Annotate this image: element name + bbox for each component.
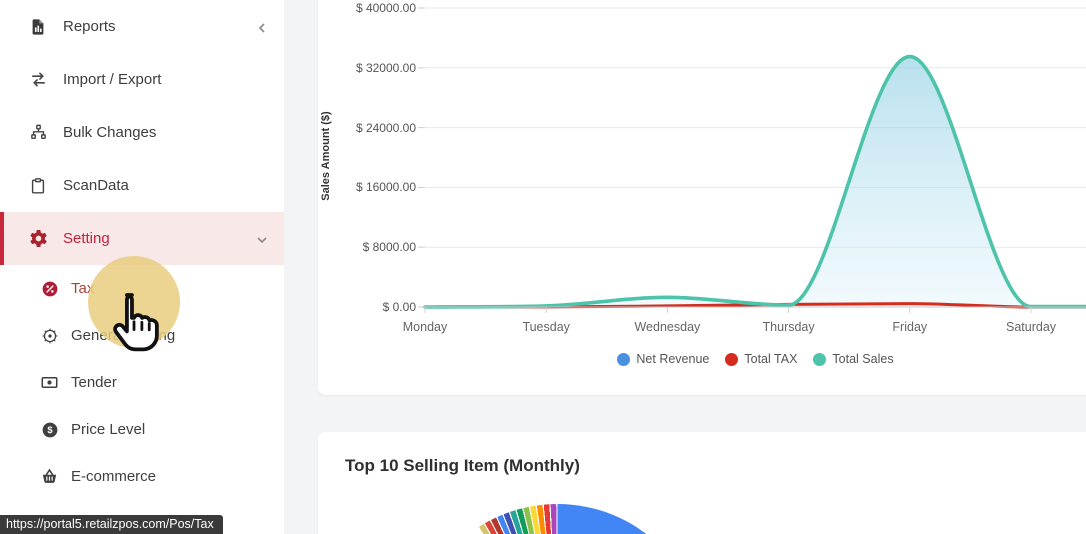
legend-item-net-revenue[interactable]: Net Revenue [617,352,709,366]
legend-dot [725,352,739,366]
legend-dot [617,352,631,366]
import-export-icon [28,70,48,90]
sidebar-item-import-export[interactable]: Import / Export [0,53,284,106]
x-axis-label: Wednesday [634,320,701,334]
sidebar-item-tender[interactable]: Tender [0,359,284,406]
x-axis-label: Monday [402,320,448,334]
x-axis-label: Tuesday [522,320,570,334]
dollar-badge-icon: $ [40,420,59,439]
legend-item-total-sales[interactable]: Total Sales [813,352,894,366]
sidebar-item-ecommerce[interactable]: E-commerce [0,453,284,500]
chart-legend: Net Revenue Total TAX Total Sales [425,350,1086,368]
legend-item-total-tax[interactable]: Total TAX [725,352,797,366]
legend-label: Total TAX [744,352,798,366]
sidebar-item-label: Import / Export [63,71,162,88]
status-bar-url-tooltip: https://portal5.retailzpos.com/Pos/Tax [0,515,223,534]
top10-title: Top 10 Selling Item (Monthly) [345,456,580,475]
gear-icon [28,229,48,249]
sidebar-item-tax[interactable]: Tax [0,265,284,312]
sidebar-item-bulk-changes[interactable]: Bulk Changes [0,106,284,159]
sidebar-item-label: Tender [71,374,117,391]
y-tick-label: $ 0.00 [382,300,416,314]
sidebar-item-label: Reports [63,18,116,35]
sidebar-item-label: Price Level [71,421,146,438]
gear-outline-icon [40,326,59,345]
chevron-down-icon [256,233,268,245]
top10-pie-chart [411,504,704,534]
clipboard-icon [28,176,48,196]
sidebar-item-label: Bulk Changes [63,124,157,141]
y-tick-label: $ 40000.00 [355,1,416,15]
report-file-icon [28,17,48,37]
x-axis-label: Thursday [762,320,815,334]
sidebar-item-label: Setting [63,230,110,247]
legend-label: Net Revenue [636,352,710,366]
legend-dot [813,352,827,366]
hierarchy-icon [28,123,48,143]
sidebar-item-label: General Setting [71,327,176,344]
chevron-left-icon [256,21,268,33]
sidebar-item-setting[interactable]: Setting [0,212,284,265]
legend-label: Total Sales [832,352,894,366]
sidebar: Reports Import / Export Bulk Changes Sca… [0,0,284,534]
x-axis-label: Saturday [1005,320,1057,334]
svg-text:$: $ [47,425,53,436]
y-tick-label: $ 24000.00 [355,120,416,135]
y-tick-label: $ 32000.00 [355,60,416,75]
sales-line-chart [418,7,1086,313]
x-axis-label: Friday [892,320,928,334]
percent-badge-icon [40,279,59,298]
sidebar-item-label: E-commerce [71,468,157,485]
top10-selling-card: Top 10 Selling Item (Monthly) [318,432,1086,534]
chart-area: Sales Amount ($) $ 40000.00 $ 32000.00 $ 2… [318,0,1086,395]
basket-icon [40,467,59,486]
sidebar-item-general-setting[interactable]: General Setting [0,312,284,359]
y-tick-label: $ 16000.00 [355,180,416,195]
sidebar-item-label: ScanData [63,177,129,194]
weekly-sales-chart-card: Sales Amount ($) $ 40000.00 $ 32000.00 $ 2… [318,0,1086,395]
y-tick-label: $ 8000.00 [362,240,416,255]
money-bill-icon [40,373,59,392]
sidebar-item-reports[interactable]: Reports [0,0,284,53]
sidebar-item-price-level[interactable]: $ Price Level [0,406,284,453]
sidebar-item-label: Tax [71,280,95,297]
sidebar-item-scandata[interactable]: ScanData [0,159,284,212]
y-axis-title: Sales Amount ($) [320,111,332,201]
